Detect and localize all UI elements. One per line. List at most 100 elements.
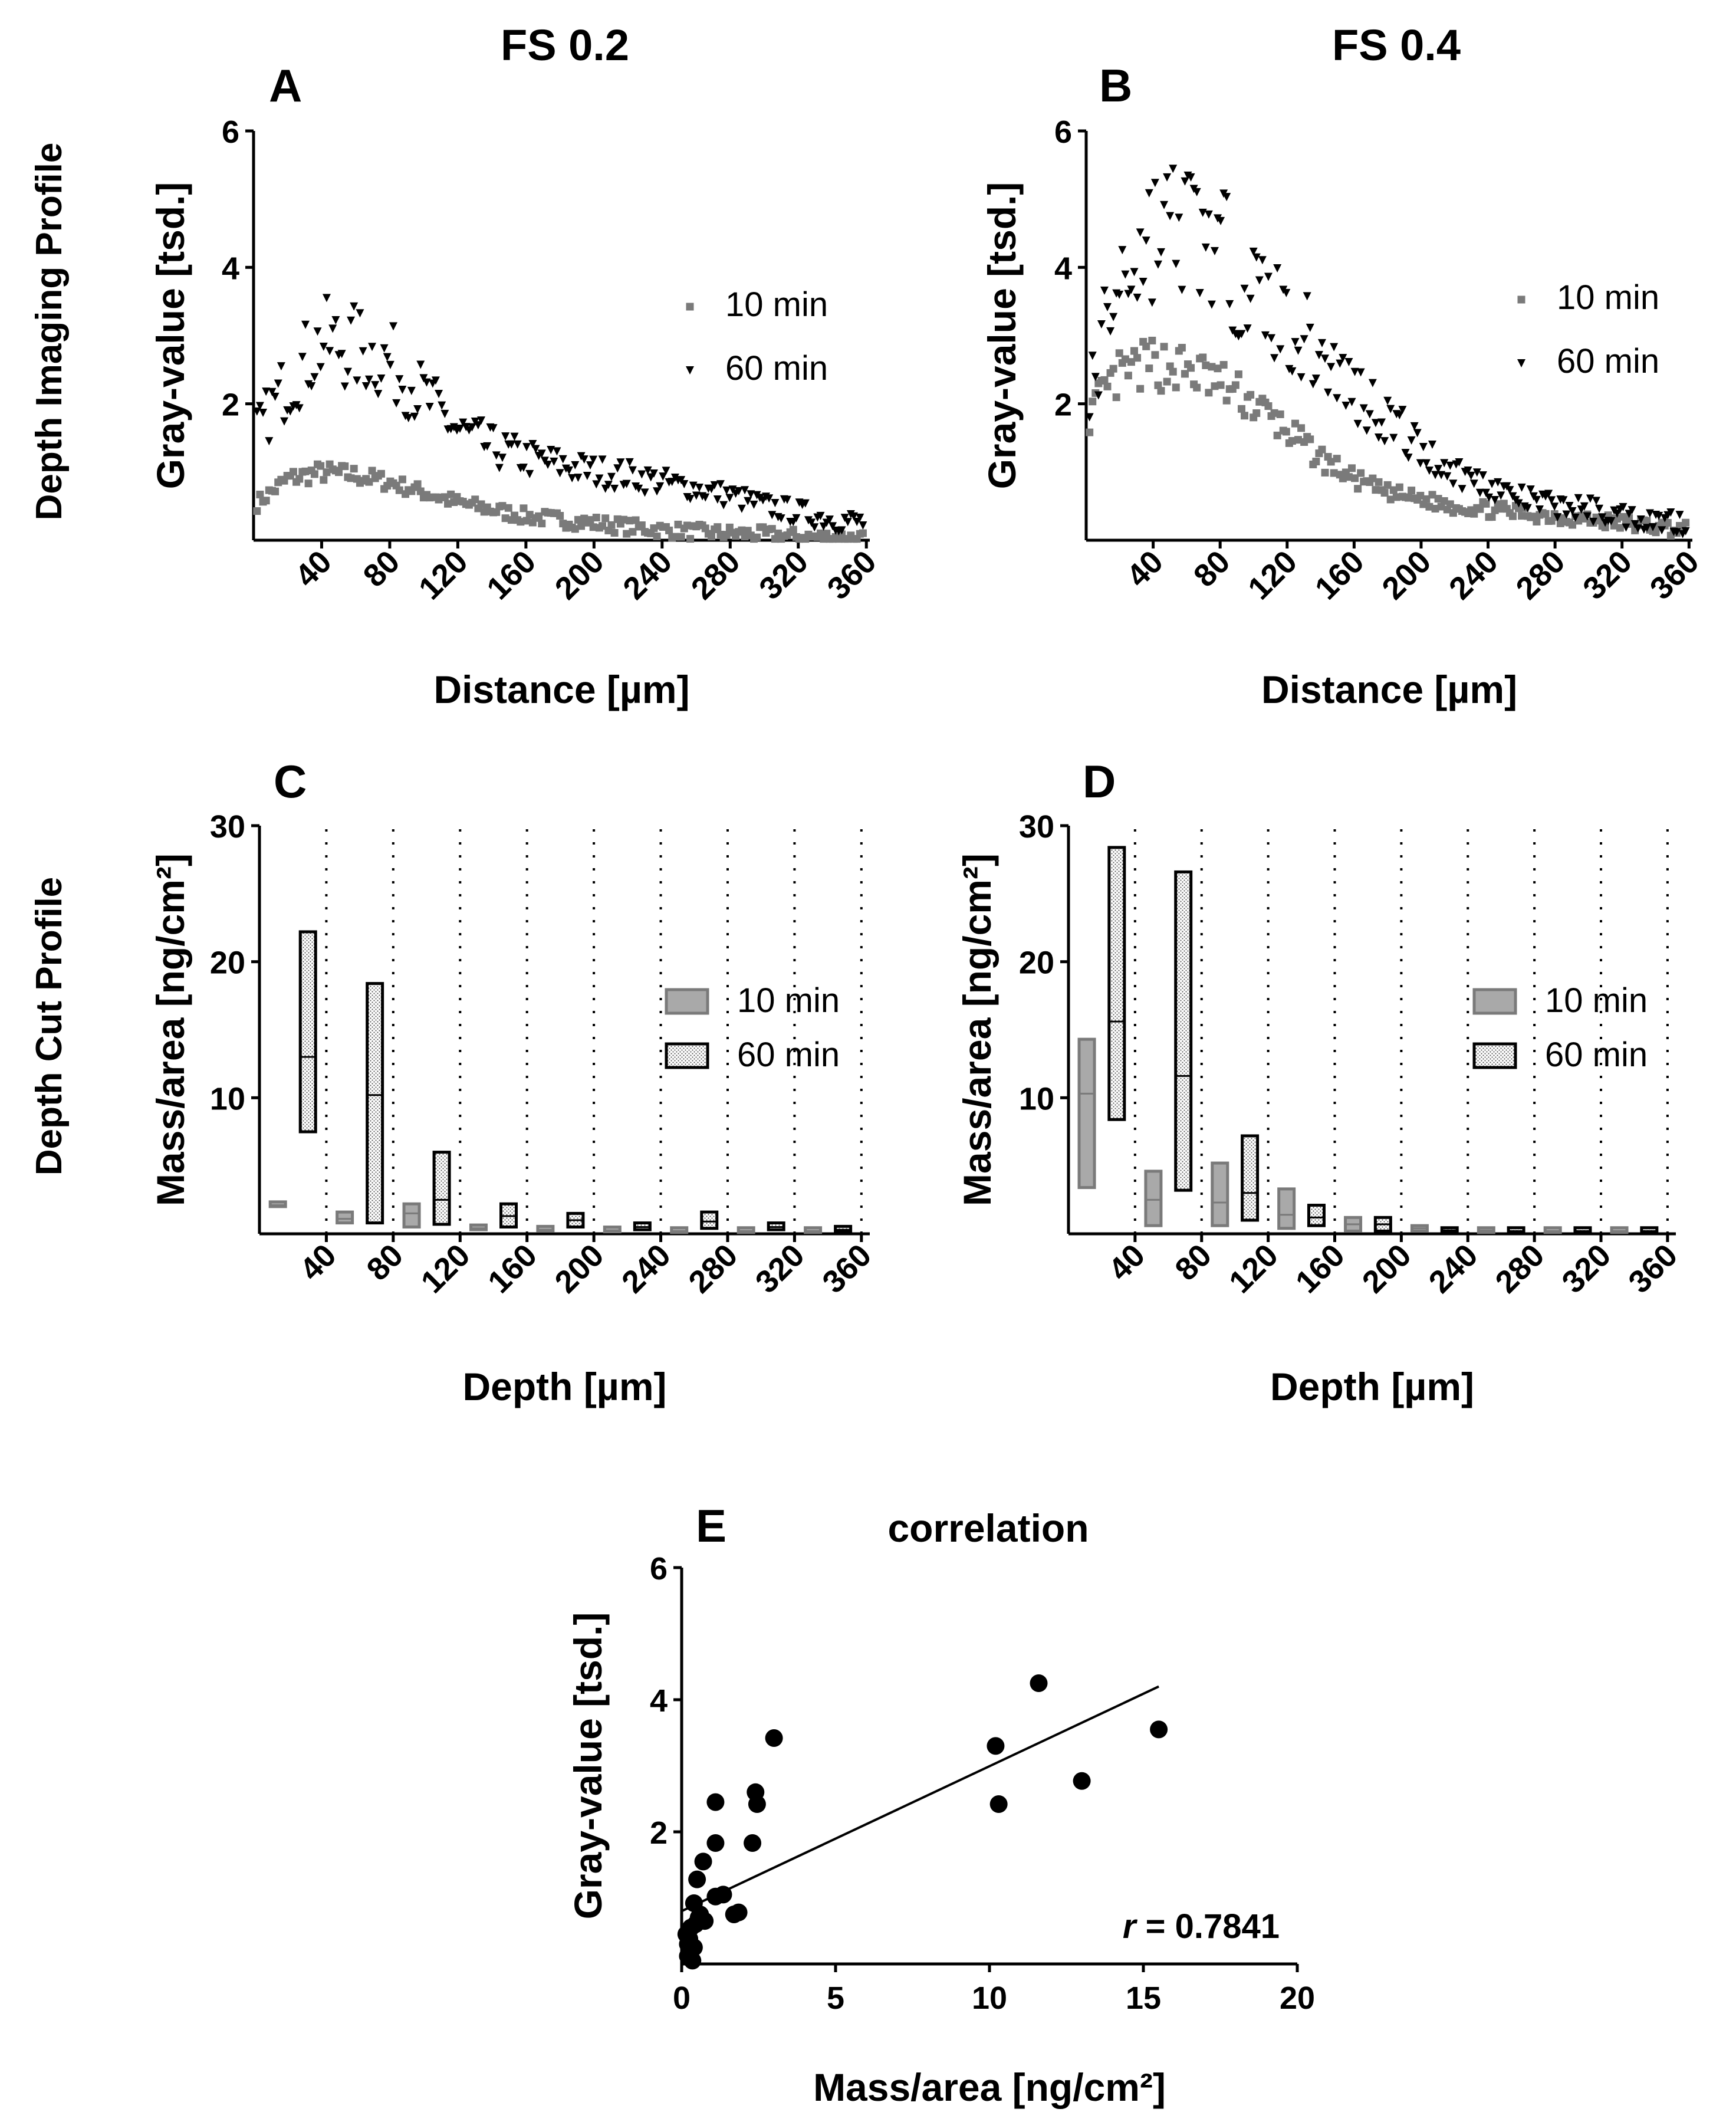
data-point-60min — [468, 423, 476, 432]
x-tick-label: 15 — [1126, 1980, 1161, 2016]
data-point-60min — [744, 497, 752, 505]
data-point-60min — [1371, 419, 1380, 428]
data-point-10min — [1205, 389, 1213, 397]
x-tick-label: 20 — [1280, 1980, 1315, 2016]
data-point-60min — [1294, 346, 1303, 355]
r-annotation: r = 0.7841 — [1123, 1907, 1280, 1946]
data-point-60min — [1222, 193, 1231, 202]
data-point-60min — [271, 392, 280, 401]
data-point-10min — [1372, 486, 1380, 494]
data-point-60min — [262, 387, 271, 396]
data-point-60min — [274, 379, 282, 388]
data-point-60min — [1103, 303, 1112, 311]
data-point-60min — [1150, 179, 1159, 188]
data-point-60min — [1464, 466, 1472, 475]
data-point-10min — [1321, 468, 1329, 477]
data-point-10min — [341, 462, 349, 471]
data-point-10min — [1100, 376, 1109, 384]
data-point — [706, 1834, 725, 1852]
data-point-60min — [1449, 479, 1458, 488]
data-point-60min — [737, 504, 746, 513]
data-point-10min — [317, 462, 325, 470]
x-axis-label: Depth [µm] — [463, 1365, 667, 1408]
data-point-10min — [859, 529, 867, 537]
data-point-10min — [677, 533, 685, 541]
data-point-60min — [1317, 339, 1326, 347]
data-point-10min — [1187, 364, 1195, 372]
data-point-10min — [1416, 491, 1425, 500]
data-point-10min — [440, 493, 449, 501]
data-point-60min — [438, 401, 446, 410]
data-point-10min — [1619, 513, 1627, 521]
data-point-60min — [413, 405, 422, 413]
data-point-10min — [674, 520, 682, 528]
data-point-10min — [1202, 361, 1210, 369]
data-point-60min — [649, 469, 658, 478]
data-point-10min — [1312, 458, 1320, 466]
y-tick-label: 30 — [1019, 809, 1054, 845]
x-tick-label: 160 — [1289, 1237, 1352, 1300]
data-point-10min — [1264, 402, 1273, 410]
data-point-60min — [495, 464, 504, 472]
data-point-60min — [1359, 404, 1368, 413]
series-10min — [1086, 336, 1690, 540]
data-point-10min — [538, 520, 546, 528]
x-tick-label: 320 — [1576, 544, 1639, 606]
data-point-60min — [389, 322, 398, 331]
data-point-10min — [650, 524, 658, 533]
data-point-60min — [1118, 246, 1127, 255]
data-point-60min — [1186, 173, 1195, 182]
data-point-60min — [1207, 300, 1216, 309]
panel-a-depth-imaging-fs02: 2 4 6 40 80 120 160 200 240 280 320 360 Distance [µm… — [149, 60, 883, 711]
data-point-60min — [1321, 354, 1330, 363]
bar-60min — [1307, 1204, 1326, 1227]
data-point-60min — [1139, 277, 1148, 286]
data-point-60min — [1422, 459, 1431, 468]
data-point-60min — [371, 381, 380, 390]
data-point-10min — [522, 517, 531, 525]
y-axis-label: Gray-value [tsd.] — [566, 1612, 610, 1920]
data-point-60min — [483, 442, 492, 451]
data-point-10min — [1348, 464, 1356, 472]
data-point-60min — [856, 513, 864, 522]
data-point-10min — [365, 478, 373, 486]
data-point-60min — [1568, 507, 1577, 515]
data-point-10min — [629, 528, 637, 536]
data-point-60min — [459, 418, 468, 427]
x-tick-label: 40 — [1120, 544, 1170, 594]
y-tick-label: 4 — [222, 251, 239, 286]
data-point-60min — [689, 481, 698, 490]
data-point-10min — [1273, 431, 1281, 439]
data-point-60min — [1642, 524, 1651, 533]
data-point-60min — [1535, 505, 1544, 514]
bar-10min — [1144, 1170, 1163, 1227]
y-tick-label: 20 — [1019, 945, 1054, 981]
data-point-60min — [422, 378, 431, 387]
data-point-60min — [377, 374, 386, 383]
data-point-60min — [489, 424, 498, 433]
data-point-60min — [749, 500, 758, 509]
bar-10min — [737, 1226, 755, 1234]
data-point-10min — [1089, 398, 1097, 406]
series-10min — [253, 460, 867, 543]
data-point-60min — [1198, 208, 1207, 217]
data-point-60min — [1300, 335, 1308, 344]
data-point-60min — [565, 466, 574, 475]
data-point-10min — [1127, 358, 1135, 366]
data-point-10min — [517, 518, 525, 526]
data-point — [744, 1834, 762, 1852]
data-point-10min — [714, 523, 722, 531]
data-point-10min — [1318, 445, 1326, 454]
data-point-10min — [1157, 387, 1165, 395]
data-point-10min — [1392, 493, 1400, 501]
data-point-60min — [301, 320, 310, 329]
data-point-10min — [1247, 390, 1255, 399]
data-point-10min — [571, 525, 579, 533]
data-point-10min — [1169, 367, 1177, 376]
data-point-60min — [1273, 264, 1282, 272]
data-point-10min — [1270, 409, 1278, 417]
data-point-60min — [828, 522, 837, 531]
bar-10min — [268, 1200, 287, 1208]
data-point-60min — [337, 350, 346, 359]
